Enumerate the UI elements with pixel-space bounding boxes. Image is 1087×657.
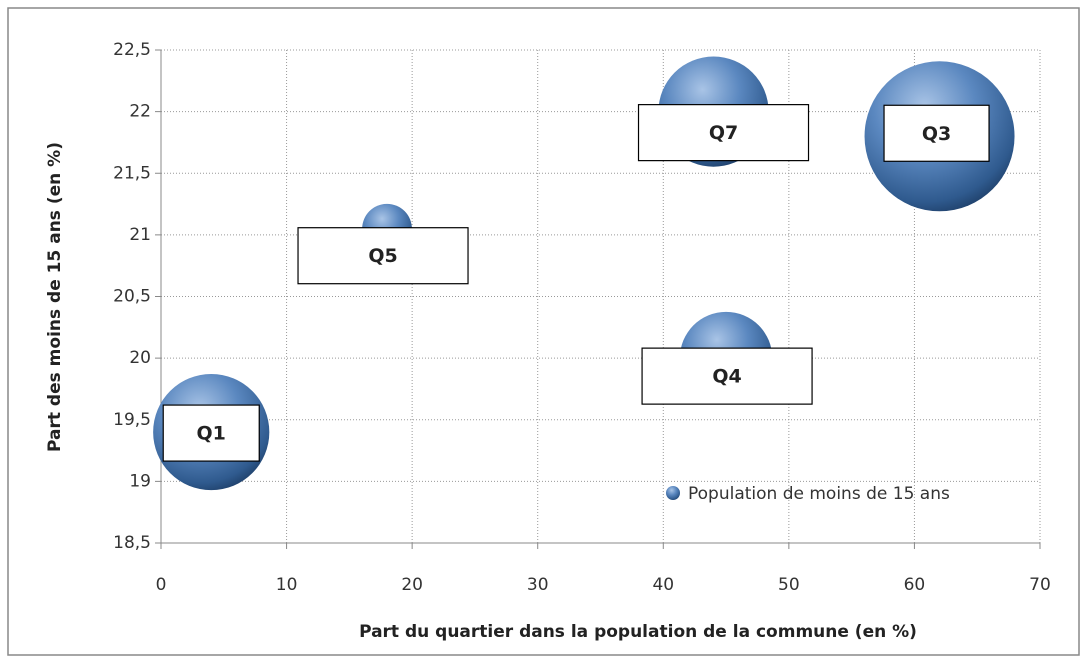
x-tick-label: 60 [904,575,926,595]
y-tick-label: 19,5 [113,410,151,430]
x-tick-label: 20 [401,575,423,595]
x-tick-label: 50 [778,575,800,595]
x-tick-label: 10 [276,575,298,595]
legend-label: Population de moins de 15 ans [688,484,950,504]
y-tick-label: 21,5 [113,163,151,183]
x-tick-label: 70 [1029,575,1051,595]
x-tick-label: 0 [156,575,167,595]
point-label: Q5 [368,245,397,267]
point-label: Q3 [922,123,951,145]
legend-marker [666,486,680,500]
point-label: Q4 [712,366,741,388]
y-tick-label: 20,5 [113,287,151,307]
y-tick-label: 22,5 [113,40,151,60]
point-label: Q7 [709,122,738,144]
label-box [883,104,990,162]
x-tick-label: 30 [527,575,549,595]
y-tick-label: 18,5 [113,533,151,553]
x-axis-title: Part du quartier dans la population de l… [359,622,917,642]
point-label: Q1 [197,423,226,445]
y-tick-label: 22 [129,102,151,122]
x-tick-label: 40 [652,575,674,595]
y-tick-label: 21 [129,225,151,245]
y-tick-label: 20 [129,348,151,368]
label-box [641,347,813,405]
label-box [162,404,260,462]
label-box [297,227,469,285]
label-box [637,104,810,162]
y-axis-title: Part des moins de 15 ans (en %) [45,142,65,452]
y-tick-label: 19 [129,471,151,491]
